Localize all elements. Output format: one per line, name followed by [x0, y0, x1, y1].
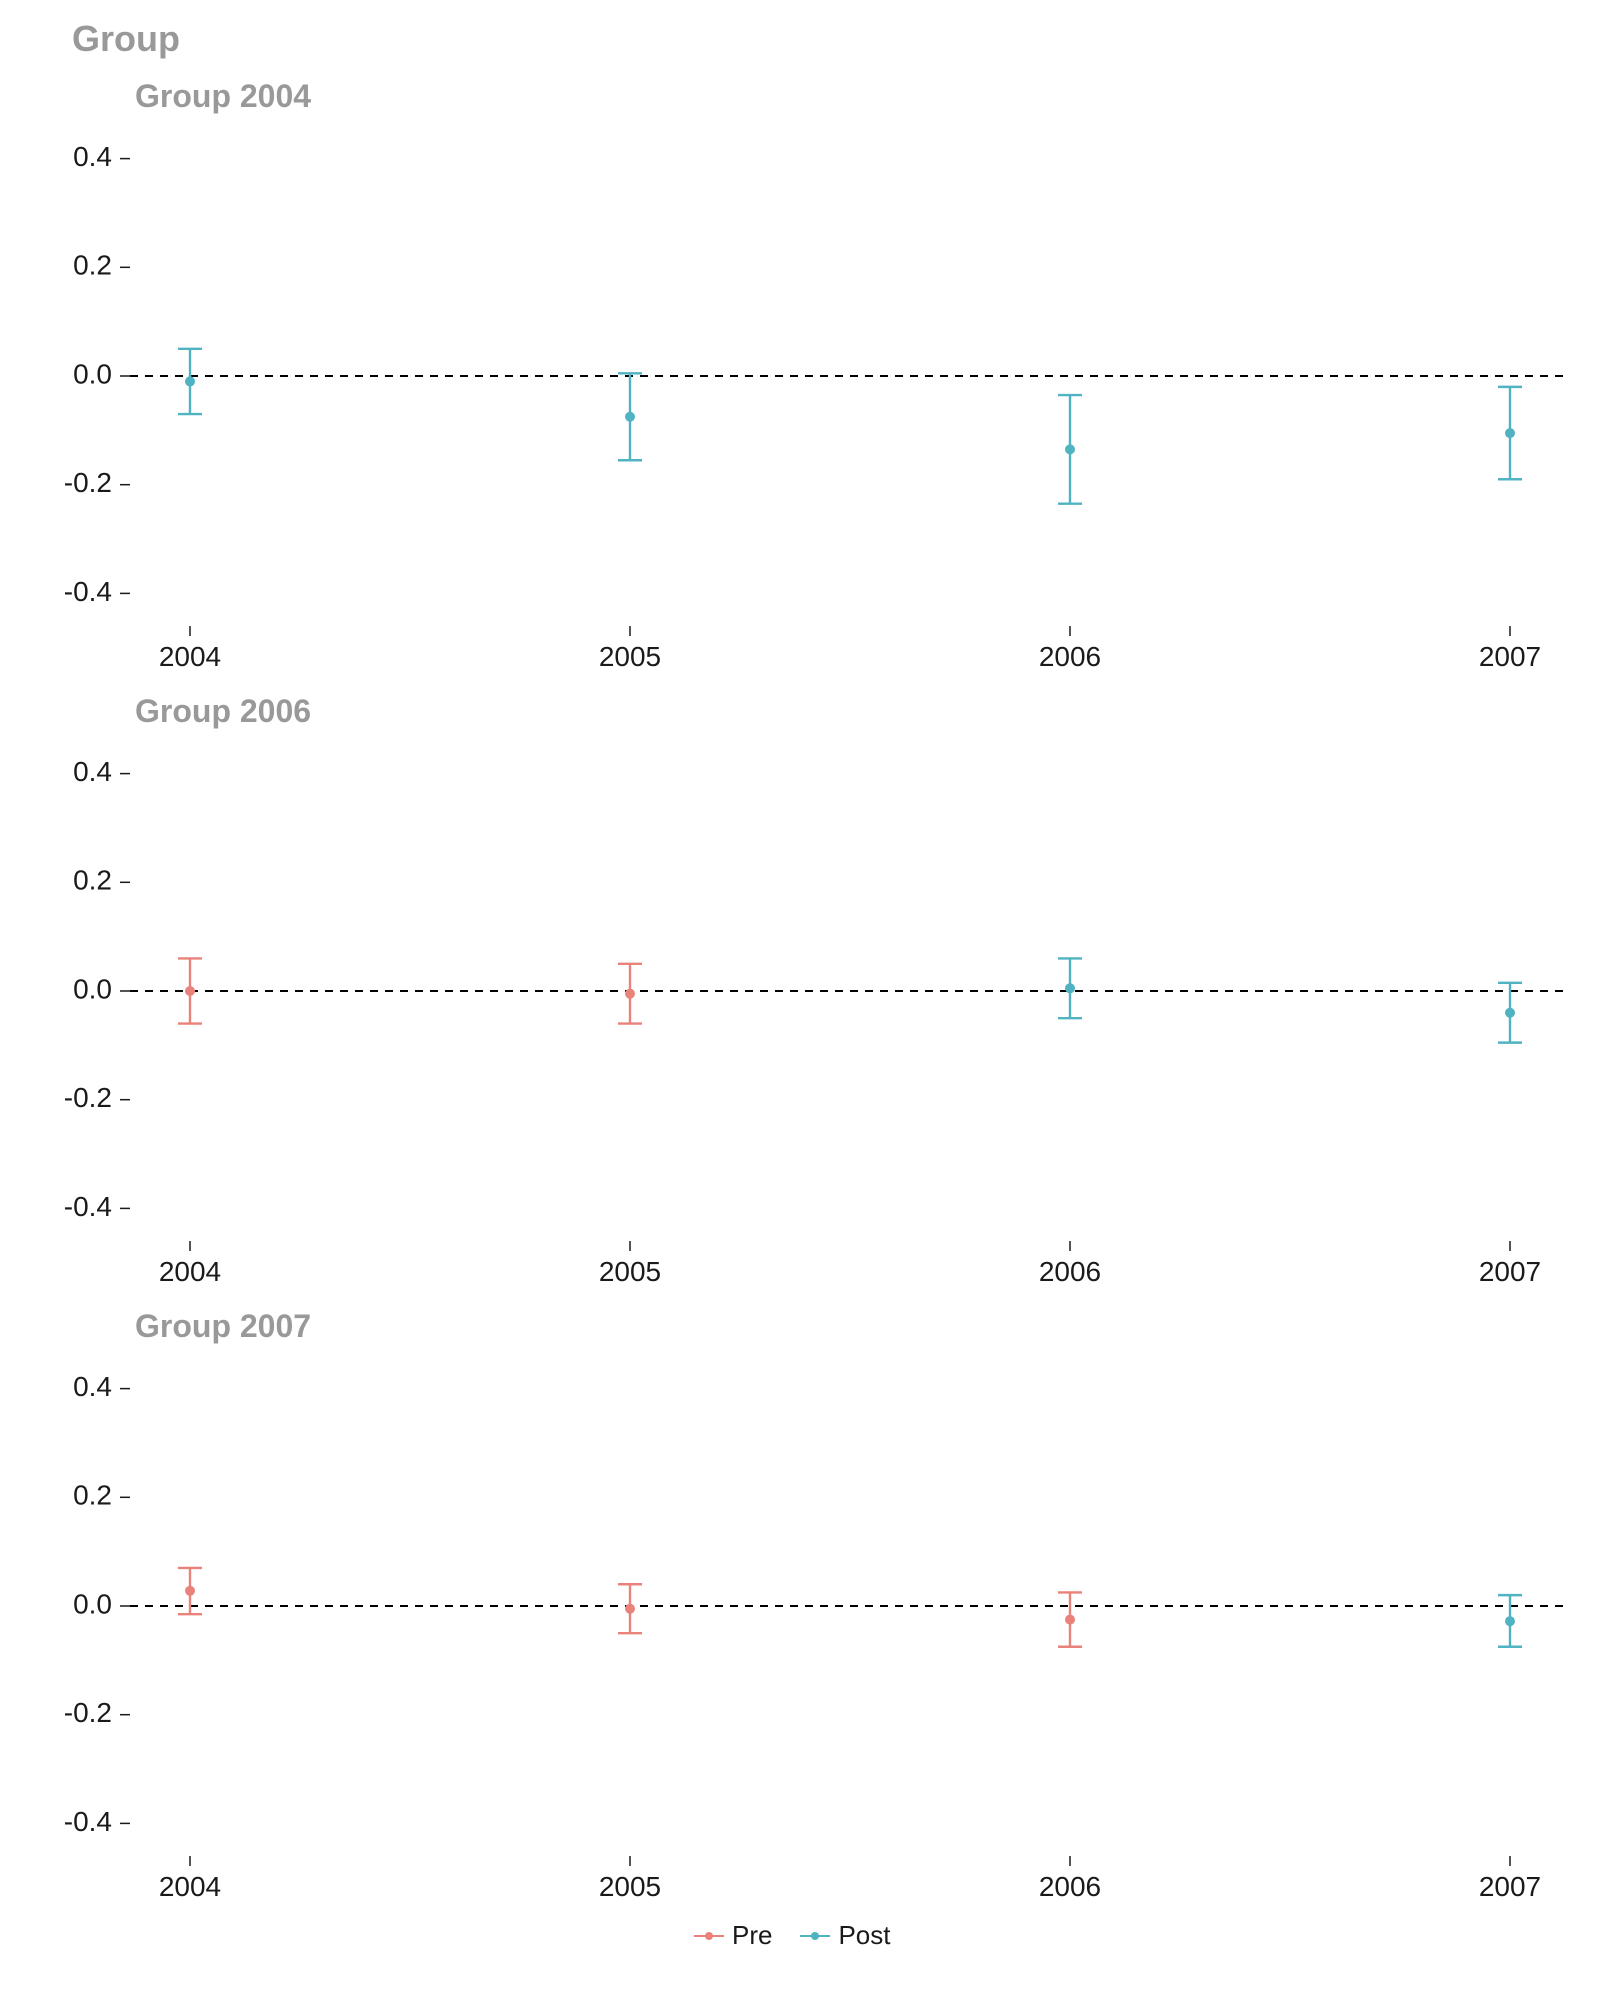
legend: Pre Post — [694, 1920, 891, 1951]
data-point — [1065, 1615, 1075, 1625]
panel-plot: -0.4 -0.2 0.0 0.2 0.4 2004 2005 2006 2007 — [0, 126, 1600, 706]
legend-line-icon — [800, 1935, 830, 1937]
x-tick-label: 2004 — [159, 1871, 221, 1902]
panel-title: Group 2004 — [135, 78, 311, 115]
legend-line-icon — [694, 1935, 724, 1937]
panel-plot: -0.4 -0.2 0.0 0.2 0.4 2004 2005 2006 2007 — [0, 1356, 1600, 1936]
y-tick-label: -0.2 — [64, 467, 112, 498]
panel-title: Group 2007 — [135, 1308, 311, 1345]
y-tick-label: -0.2 — [64, 1697, 112, 1728]
y-tick-label: -0.4 — [64, 1191, 112, 1222]
data-point — [1065, 444, 1075, 454]
data-point — [625, 989, 635, 999]
panel-plot: -0.4 -0.2 0.0 0.2 0.4 2004 2005 2006 2007 — [0, 741, 1600, 1321]
y-tick-label: -0.4 — [64, 1806, 112, 1837]
data-point — [1065, 983, 1075, 993]
data-point — [185, 376, 195, 386]
y-tick-label: 0.0 — [73, 358, 112, 389]
x-tick-label: 2007 — [1479, 1871, 1541, 1902]
data-point — [625, 1604, 635, 1614]
x-tick-label: 2004 — [159, 641, 221, 672]
y-tick-label: 0.2 — [73, 865, 112, 896]
data-point — [185, 1586, 195, 1596]
data-point — [625, 412, 635, 422]
data-point — [1505, 428, 1515, 438]
legend-label: Pre — [732, 1920, 772, 1951]
legend-item: Post — [800, 1920, 890, 1951]
y-tick-label: 0.4 — [73, 1371, 112, 1402]
legend-dot-icon — [811, 1932, 819, 1940]
legend-item: Pre — [694, 1920, 772, 1951]
data-point — [1505, 1008, 1515, 1018]
y-tick-label: 0.4 — [73, 141, 112, 172]
x-tick-label: 2006 — [1039, 1256, 1101, 1287]
legend-label: Post — [838, 1920, 890, 1951]
legend-dot-icon — [705, 1932, 713, 1940]
x-tick-label: 2007 — [1479, 1256, 1541, 1287]
panel-title: Group 2006 — [135, 693, 311, 730]
x-tick-label: 2005 — [599, 641, 661, 672]
y-tick-label: 0.2 — [73, 1480, 112, 1511]
x-tick-label: 2005 — [599, 1256, 661, 1287]
x-tick-label: 2005 — [599, 1871, 661, 1902]
y-tick-label: -0.2 — [64, 1082, 112, 1113]
data-point — [185, 986, 195, 996]
x-tick-label: 2006 — [1039, 641, 1101, 672]
data-point — [1505, 1616, 1515, 1626]
x-tick-label: 2007 — [1479, 641, 1541, 672]
x-tick-label: 2006 — [1039, 1871, 1101, 1902]
x-tick-label: 2004 — [159, 1256, 221, 1287]
y-tick-label: 0.2 — [73, 250, 112, 281]
y-tick-label: 0.0 — [73, 973, 112, 1004]
main-title: Group — [72, 18, 180, 60]
y-tick-label: 0.4 — [73, 756, 112, 787]
y-tick-label: -0.4 — [64, 576, 112, 607]
y-tick-label: 0.0 — [73, 1588, 112, 1619]
